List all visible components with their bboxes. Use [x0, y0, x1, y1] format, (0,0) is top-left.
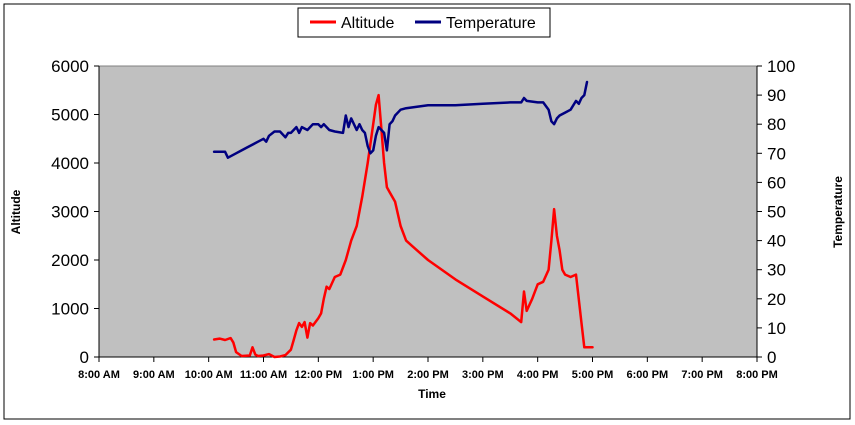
- legend-label-altitude: Altitude: [341, 15, 394, 32]
- x-tick-label: 11:00 AM: [240, 369, 287, 381]
- left-tick-label: 5000: [51, 106, 89, 125]
- left-tick-label: 1000: [51, 300, 89, 319]
- right-tick-label: 20: [767, 290, 786, 309]
- x-tick-label: 12:00 PM: [294, 369, 342, 381]
- left-tick-label: 0: [80, 348, 89, 367]
- x-axis-title: Time: [418, 387, 446, 401]
- x-tick-label: 5:00 PM: [572, 369, 614, 381]
- right-axis-title: Temperature: [831, 176, 845, 248]
- right-tick-label: 90: [767, 86, 786, 105]
- left-tick-label: 6000: [51, 57, 89, 76]
- right-tick-label: 0: [767, 348, 776, 367]
- left-tick-label: 2000: [51, 251, 89, 270]
- right-tick-label: 60: [767, 173, 786, 192]
- x-axis: 8:00 AM 9:00 AM 10:00 AM 11:00 AM 12:00 PM 1:…: [78, 356, 778, 381]
- series-layer: [212, 80, 594, 359]
- x-tick-label: 3:00 PM: [462, 369, 504, 381]
- x-tick-label: 8:00 PM: [736, 369, 778, 381]
- right-tick-label: 40: [767, 232, 786, 251]
- x-tick-label: 7:00 PM: [681, 369, 723, 381]
- x-tick-label: 6:00 PM: [627, 369, 669, 381]
- right-axis: 0 10 20 30 40 50 60 70 80 90 100: [756, 57, 795, 367]
- right-tick-label: 10: [767, 319, 786, 338]
- left-tick-label: 4000: [51, 154, 89, 173]
- legend: Altitude Temperature: [297, 7, 551, 38]
- x-tick-label: 1:00 PM: [352, 369, 394, 381]
- right-tick-label: 100: [767, 57, 795, 76]
- plot-area: [98, 65, 758, 358]
- x-tick-label: 4:00 PM: [517, 369, 559, 381]
- left-tick-label: 3000: [51, 203, 89, 222]
- x-tick-label: 10:00 AM: [185, 369, 233, 381]
- right-tick-label: 30: [767, 261, 786, 280]
- left-axis: 0 1000 2000 3000 4000 5000 6000: [51, 57, 100, 367]
- x-tick-label: 2:00 PM: [407, 369, 449, 381]
- series-line-altitude: [212, 93, 594, 359]
- right-tick-label: 50: [767, 203, 786, 222]
- x-tick-label: 9:00 AM: [133, 369, 175, 381]
- right-tick-label: 80: [767, 115, 786, 134]
- series-line-temperature: [212, 80, 589, 159]
- legend-label-temperature: Temperature: [446, 15, 536, 32]
- right-tick-label: 70: [767, 144, 786, 163]
- x-tick-label: 8:00 AM: [78, 369, 120, 381]
- left-axis-title: Altitude: [9, 189, 23, 234]
